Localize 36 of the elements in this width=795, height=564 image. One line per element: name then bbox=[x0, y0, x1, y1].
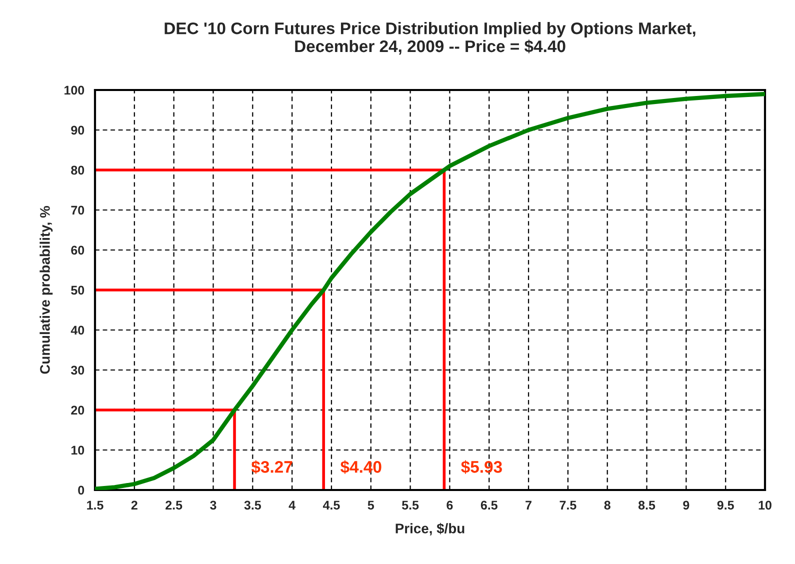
y-tick-label: 50 bbox=[71, 286, 84, 295]
line-series bbox=[95, 92, 765, 490]
y-tick-label: 60 bbox=[71, 246, 84, 255]
y-axis-title: Cumulative probability, % bbox=[40, 206, 53, 374]
x-tick-label: 6 bbox=[446, 500, 453, 510]
x-tick-label: 5.5 bbox=[402, 500, 419, 510]
x-tick-label: 8.5 bbox=[638, 500, 656, 510]
x-axis-title: Price, $/bu bbox=[396, 522, 464, 536]
x-tick-label: 8 bbox=[604, 500, 610, 510]
annotation: $4.40 bbox=[340, 460, 382, 474]
x-tick-label: 1.5 bbox=[87, 500, 104, 510]
y-tick-label: 20 bbox=[71, 406, 84, 415]
annotation: $3.27 bbox=[251, 460, 292, 474]
x-tick-label: 3 bbox=[210, 500, 216, 510]
x-tick-label: 4 bbox=[288, 500, 296, 510]
y-tick-label: 10 bbox=[71, 446, 84, 455]
x-tick-label: 2 bbox=[131, 500, 138, 510]
x-tick-label: 9.5 bbox=[717, 500, 734, 510]
y-tick-label: 0 bbox=[78, 486, 84, 495]
x-tick-label: 5 bbox=[368, 500, 374, 510]
y-tick-label: 80 bbox=[71, 166, 84, 175]
y-tick-label: 40 bbox=[70, 326, 84, 335]
x-tick-label: 10 bbox=[758, 500, 772, 510]
chart-title: DEC '10 Corn Futures Price Distribution Implied by Options Market, December 24, 2009 -- Price = $4.40 bbox=[164, 22, 696, 55]
x-tick-label: 3.5 bbox=[244, 500, 261, 510]
x-tick-label: 2.5 bbox=[166, 500, 182, 510]
y-tick-label: 30 bbox=[70, 366, 84, 375]
y-tick-label: 70 bbox=[71, 206, 84, 215]
x-tick-label: 9 bbox=[683, 500, 690, 510]
y-tick-label: 100 bbox=[64, 86, 84, 95]
x-tick-label: 6.5 bbox=[480, 500, 498, 510]
x-tick-label: 4.5 bbox=[322, 500, 340, 510]
x-tick-label: 7.5 bbox=[560, 500, 576, 510]
x-tick-label: 7 bbox=[526, 500, 532, 510]
annotation: $5.93 bbox=[461, 460, 502, 474]
y-tick-label: 90 bbox=[71, 126, 84, 135]
